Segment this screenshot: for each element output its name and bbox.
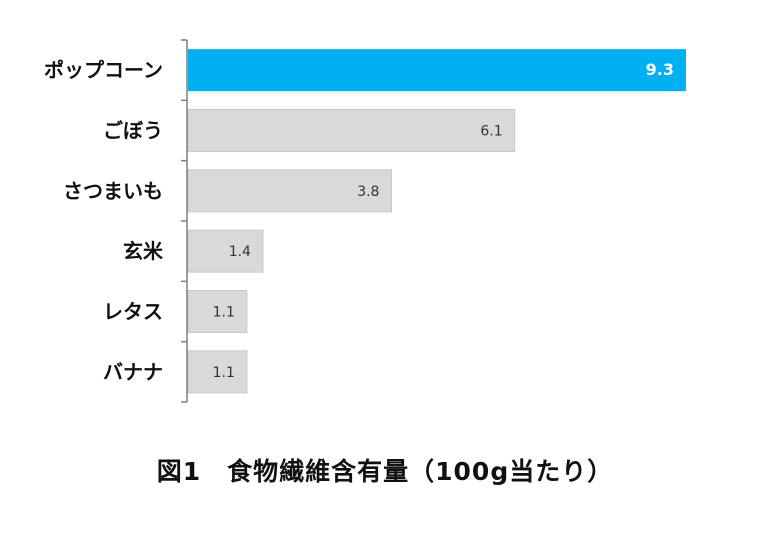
- bar-5: [187, 290, 248, 333]
- category-label-4: 玄米: [123, 239, 164, 263]
- data-label-4: 1.4: [229, 244, 251, 260]
- data-label-1: 9.3: [646, 60, 674, 79]
- data-label-2: 6.1: [480, 124, 502, 140]
- bars-layer: 9.3 6.1 3.8 1.4 1.1 1.1: [187, 49, 686, 394]
- category-label-5: レタス: [103, 300, 163, 324]
- bar-3: [187, 169, 392, 213]
- category-label-2: ごぼう: [103, 119, 163, 143]
- data-label-3: 3.8: [357, 184, 379, 200]
- category-label-6: バナナ: [103, 360, 163, 384]
- bar-2: [187, 109, 516, 152]
- chart-title: 図1 食物繊維含有量（100g当たり）: [156, 457, 614, 486]
- category-label-1: ポップコーン: [44, 58, 163, 82]
- bar-4: [187, 229, 264, 273]
- bar-6: [187, 350, 248, 394]
- bar-1: [188, 49, 686, 92]
- data-label-6: 1.1: [213, 365, 235, 381]
- data-label-5: 1.1: [213, 305, 235, 321]
- chart-canvas: 9.3 6.1 3.8 1.4 1.1 1.1 ポップコーンごぼうさつまいも玄米レタスバナ…: [44, 39, 686, 403]
- category-label-3: さつまいも: [63, 179, 163, 203]
